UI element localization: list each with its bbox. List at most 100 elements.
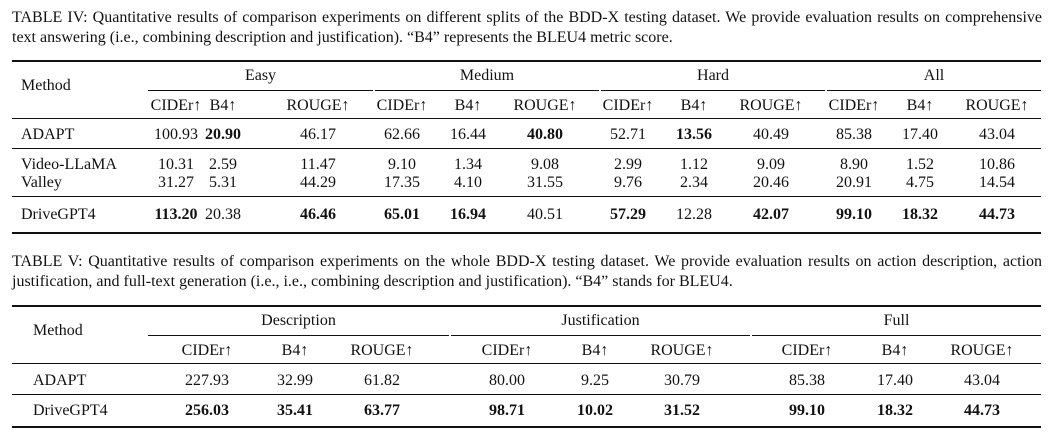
table-cell: 85.38 bbox=[789, 372, 825, 389]
row-method: ADAPT bbox=[21, 126, 75, 143]
table-cell: 32.99 bbox=[277, 372, 313, 389]
group-underline bbox=[148, 90, 373, 91]
table-cell: 1.12 bbox=[680, 156, 708, 173]
metric-header: CIDEr↑ bbox=[376, 97, 428, 114]
table-cell: 11.47 bbox=[300, 156, 336, 173]
table-cell: 17.35 bbox=[384, 174, 420, 191]
table-cell: 9.25 bbox=[581, 372, 609, 389]
metric-header: CIDEr↑ bbox=[828, 97, 880, 114]
table-cell: 4.75 bbox=[906, 174, 934, 191]
table-cell: 85.38 bbox=[836, 126, 872, 143]
table-cell: 43.04 bbox=[964, 372, 1000, 389]
metric-header: ROUGE↑ bbox=[350, 342, 414, 359]
row-method: Video-LLaMA bbox=[21, 156, 117, 173]
table-cell: 52.71 bbox=[610, 126, 646, 143]
metric-header: B4↑ bbox=[906, 97, 934, 114]
table-cell: 44.73 bbox=[979, 206, 1015, 223]
table-cell: 227.93 bbox=[185, 372, 229, 389]
row-separator bbox=[12, 196, 1041, 197]
table-cell: 18.32 bbox=[902, 206, 938, 223]
table-cell: 100.93 bbox=[154, 126, 198, 143]
table-cell: 65.01 bbox=[384, 206, 420, 223]
table5-caption: TABLE V: Quantitative results of compari… bbox=[12, 253, 1046, 290]
table-cell: 16.44 bbox=[450, 126, 486, 143]
group-underline bbox=[752, 335, 1041, 336]
table4: Method Easy Medium Hard All CIDEr↑ B4↑ ROUGE↑ CI… bbox=[12, 60, 1041, 234]
row-separator bbox=[12, 394, 1041, 395]
metric-header: B4↑ bbox=[454, 97, 482, 114]
bottom-rule bbox=[12, 232, 1041, 234]
group-header: Hard bbox=[697, 67, 729, 84]
table-cell: 31.27 bbox=[158, 174, 194, 191]
table-cell: 61.82 bbox=[364, 372, 400, 389]
group-underline bbox=[451, 335, 750, 336]
metric-header: B4↑ bbox=[680, 97, 708, 114]
table-cell: 57.29 bbox=[610, 206, 646, 223]
table-cell: 2.34 bbox=[680, 174, 708, 191]
table4-caption: TABLE IV: Quantitative results of compar… bbox=[12, 9, 1046, 46]
table-cell: 17.40 bbox=[877, 372, 913, 389]
metric-header: B4↑ bbox=[881, 342, 909, 359]
table-cell: 9.08 bbox=[531, 156, 559, 173]
table-cell: 2.59 bbox=[209, 156, 237, 173]
table-cell: 42.07 bbox=[753, 206, 789, 223]
table-cell: 40.49 bbox=[753, 126, 789, 143]
table-cell: 2.99 bbox=[614, 156, 642, 173]
method-header: Method bbox=[33, 322, 83, 339]
table-cell: 8.90 bbox=[840, 156, 868, 173]
table-cell: 40.80 bbox=[527, 126, 563, 143]
table-cell: 14.54 bbox=[979, 174, 1015, 191]
table-cell: 20.91 bbox=[836, 174, 872, 191]
table-cell: 20.38 bbox=[205, 206, 241, 223]
table-cell: 98.71 bbox=[489, 402, 525, 419]
table-cell: 10.31 bbox=[158, 156, 194, 173]
table-cell: 1.52 bbox=[906, 156, 934, 173]
group-underline bbox=[148, 335, 449, 336]
table-cell: 16.94 bbox=[450, 206, 486, 223]
metric-header: ROUGE↑ bbox=[650, 342, 714, 359]
table-cell: 113.20 bbox=[154, 206, 198, 223]
group-underline bbox=[375, 90, 599, 91]
group-header: Full bbox=[883, 312, 910, 329]
table-cell: 80.00 bbox=[489, 372, 525, 389]
table-cell: 18.32 bbox=[877, 402, 913, 419]
table5: Method Description Justification Full CIDEr↑… bbox=[12, 305, 1041, 432]
bottom-rule bbox=[12, 426, 1041, 428]
table-cell: 9.09 bbox=[757, 156, 785, 173]
group-header: Justification bbox=[561, 312, 640, 329]
table-cell: 63.77 bbox=[364, 402, 400, 419]
group-underline bbox=[827, 90, 1041, 91]
method-header: Method bbox=[21, 77, 71, 94]
metric-header: CIDEr↑ bbox=[150, 97, 202, 114]
row-method: DriveGPT4 bbox=[21, 206, 96, 223]
table-cell: 10.86 bbox=[979, 156, 1015, 173]
table-cell: 13.56 bbox=[676, 126, 712, 143]
table-cell: 30.79 bbox=[664, 372, 700, 389]
metric-header: ROUGE↑ bbox=[513, 97, 577, 114]
table-cell: 31.52 bbox=[664, 402, 700, 419]
table-cell: 256.03 bbox=[185, 402, 229, 419]
top-rule bbox=[12, 60, 1041, 62]
table-cell: 4.10 bbox=[454, 174, 482, 191]
metric-header: CIDEr↑ bbox=[481, 342, 533, 359]
table-cell: 35.41 bbox=[277, 402, 313, 419]
group-header: Easy bbox=[244, 67, 277, 84]
metric-header: CIDEr↑ bbox=[181, 342, 233, 359]
group-header: Medium bbox=[459, 67, 515, 84]
table-cell: 10.02 bbox=[577, 402, 613, 419]
metric-header: ROUGE↑ bbox=[950, 342, 1014, 359]
table-cell: 20.90 bbox=[205, 126, 241, 143]
metric-header: ROUGE↑ bbox=[965, 97, 1029, 114]
metric-header: B4↑ bbox=[281, 342, 309, 359]
table-cell: 44.73 bbox=[964, 402, 1000, 419]
table-cell: 40.51 bbox=[527, 206, 563, 223]
table-cell: 12.28 bbox=[676, 206, 712, 223]
table-cell: 46.46 bbox=[300, 206, 336, 223]
row-method: DriveGPT4 bbox=[33, 402, 108, 419]
group-underline bbox=[601, 90, 825, 91]
row-method: ADAPT bbox=[33, 372, 87, 389]
group-header: All bbox=[923, 67, 945, 84]
table-cell: 17.40 bbox=[902, 126, 938, 143]
table-cell: 1.34 bbox=[454, 156, 482, 173]
metric-header: CIDEr↑ bbox=[602, 97, 654, 114]
